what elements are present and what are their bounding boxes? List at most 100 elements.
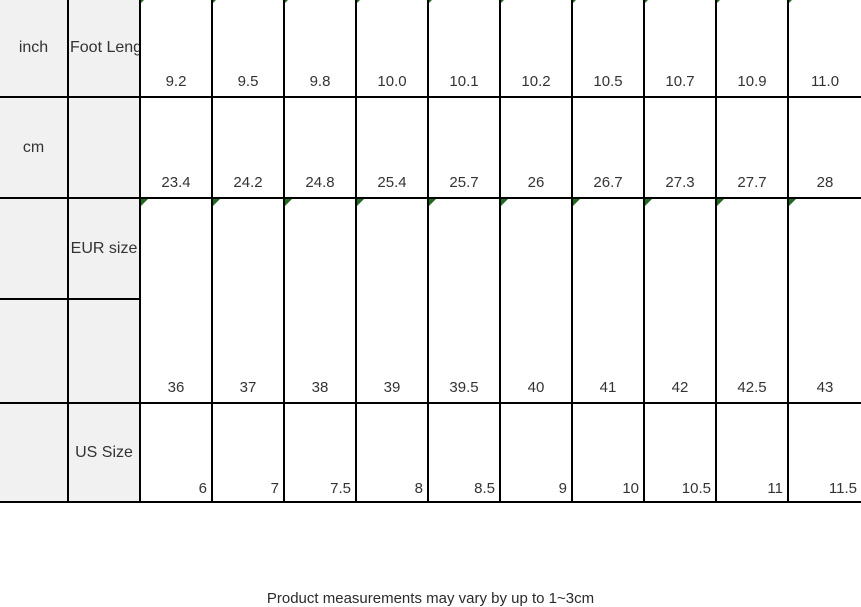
size-table: inch Foot Length 9.2 9.5 9.8 10.0 10.1 1… — [0, 0, 861, 503]
cell-value: 36 — [167, 379, 185, 397]
cell-flag-triangle-icon — [789, 199, 796, 206]
empty-header-cell — [0, 300, 69, 404]
cell-value: 39.5 — [449, 379, 479, 397]
table-cell: 10.1 — [429, 0, 501, 98]
cell-value: 27.7 — [737, 174, 767, 192]
table-cell: 39.5 — [429, 199, 501, 404]
row-header-cm: cm — [0, 98, 69, 199]
table-cell: 28 — [789, 98, 861, 199]
table-cell: 38 — [285, 199, 357, 404]
cell-flag-triangle-icon — [429, 0, 436, 3]
table-cell: 27.7 — [717, 98, 789, 199]
table-cell: 25.7 — [429, 98, 501, 199]
cell-flag-triangle-icon — [645, 0, 652, 3]
cell-value: 23.4 — [161, 174, 191, 192]
cell-value: 24.8 — [305, 174, 335, 192]
cell-value: 10.0 — [377, 73, 407, 91]
table-cell: 10.2 — [501, 0, 573, 98]
table-cell: 10 — [573, 404, 645, 503]
row-header-eur-size: EUR size — [69, 199, 141, 300]
cell-value: 10.9 — [737, 73, 767, 91]
cell-flag-triangle-icon — [429, 199, 436, 206]
cell-value: 10.2 — [521, 73, 551, 91]
table-cell: 41 — [573, 199, 645, 404]
cell-value: 43 — [816, 379, 834, 397]
cell-value: 42 — [671, 379, 689, 397]
cell-flag-triangle-icon — [357, 199, 364, 206]
cell-flag-triangle-icon — [789, 0, 796, 3]
cell-flag-triangle-icon — [141, 0, 148, 3]
table-cell: 23.4 — [141, 98, 213, 199]
cell-value: 8 — [414, 480, 423, 498]
cell-value: 11.0 — [810, 73, 840, 91]
cell-value: 9 — [558, 480, 567, 498]
table-cell: 10.7 — [645, 0, 717, 98]
table-cell: 11.0 — [789, 0, 861, 98]
table-cell: 10.5 — [573, 0, 645, 98]
cell-flag-triangle-icon — [501, 0, 508, 3]
table-cell: 10.9 — [717, 0, 789, 98]
table-cell: 6 — [141, 404, 213, 503]
table-cell: 37 — [213, 199, 285, 404]
cell-value: 11.5 — [828, 480, 857, 498]
cell-flag-triangle-icon — [141, 199, 148, 206]
table-cell: 9.8 — [285, 0, 357, 98]
cell-flag-triangle-icon — [573, 0, 580, 3]
cell-value: 7 — [270, 480, 279, 498]
empty-header-cell — [0, 404, 69, 503]
table-cell: 24.8 — [285, 98, 357, 199]
cell-value: 9.5 — [237, 73, 259, 91]
cell-value: 9.2 — [165, 73, 187, 91]
cell-value: 10.5 — [681, 480, 711, 498]
table-cell: 11.5 — [789, 404, 861, 503]
cell-value: 10.7 — [665, 73, 695, 91]
table-cell: 40 — [501, 199, 573, 404]
cell-value: 10 — [622, 480, 639, 498]
table-cell: 10.5 — [645, 404, 717, 503]
cell-value: 7.5 — [330, 480, 351, 498]
table-cell: 8 — [357, 404, 429, 503]
cell-value: 39 — [383, 379, 401, 397]
cell-flag-triangle-icon — [213, 199, 220, 206]
cell-value: 9.8 — [309, 73, 331, 91]
table-cell: 8.5 — [429, 404, 501, 503]
cell-flag-triangle-icon — [573, 199, 580, 206]
cell-flag-triangle-icon — [645, 199, 652, 206]
cell-flag-triangle-icon — [717, 199, 724, 206]
row-header-inch: inch — [0, 0, 69, 98]
table-cell: 39 — [357, 199, 429, 404]
table-cell: 7.5 — [285, 404, 357, 503]
cell-value: 25.4 — [377, 174, 407, 192]
cell-value: 28 — [816, 174, 834, 192]
table-cell: 9.2 — [141, 0, 213, 98]
empty-header-cell — [69, 300, 141, 404]
cell-value: 10.5 — [593, 73, 623, 91]
row-header-us-size: US Size — [69, 404, 141, 503]
cell-flag-triangle-icon — [357, 0, 364, 3]
empty-header-cell — [69, 98, 141, 199]
cell-value: 26 — [527, 174, 545, 192]
table-cell: 11 — [717, 404, 789, 503]
table-cell: 27.3 — [645, 98, 717, 199]
table-cell: 7 — [213, 404, 285, 503]
cell-value: 8.5 — [474, 480, 495, 498]
cell-value: 42.5 — [737, 379, 767, 397]
empty-header-cell — [0, 199, 69, 300]
row-header-foot-length: Foot Length — [69, 0, 141, 98]
table-cell: 25.4 — [357, 98, 429, 199]
table-cell: 10.0 — [357, 0, 429, 98]
cell-flag-triangle-icon — [213, 0, 220, 3]
table-cell: 26 — [501, 98, 573, 199]
cell-value: 27.3 — [665, 174, 695, 192]
cell-value: 26.7 — [593, 174, 623, 192]
cell-value: 38 — [311, 379, 329, 397]
table-cell: 24.2 — [213, 98, 285, 199]
cell-value: 24.2 — [233, 174, 263, 192]
cell-value: 41 — [599, 379, 617, 397]
table-cell: 9.5 — [213, 0, 285, 98]
cell-value: 37 — [239, 379, 257, 397]
table-cell: 43 — [789, 199, 861, 404]
cell-flag-triangle-icon — [717, 0, 724, 3]
cell-value: 6 — [198, 480, 207, 498]
